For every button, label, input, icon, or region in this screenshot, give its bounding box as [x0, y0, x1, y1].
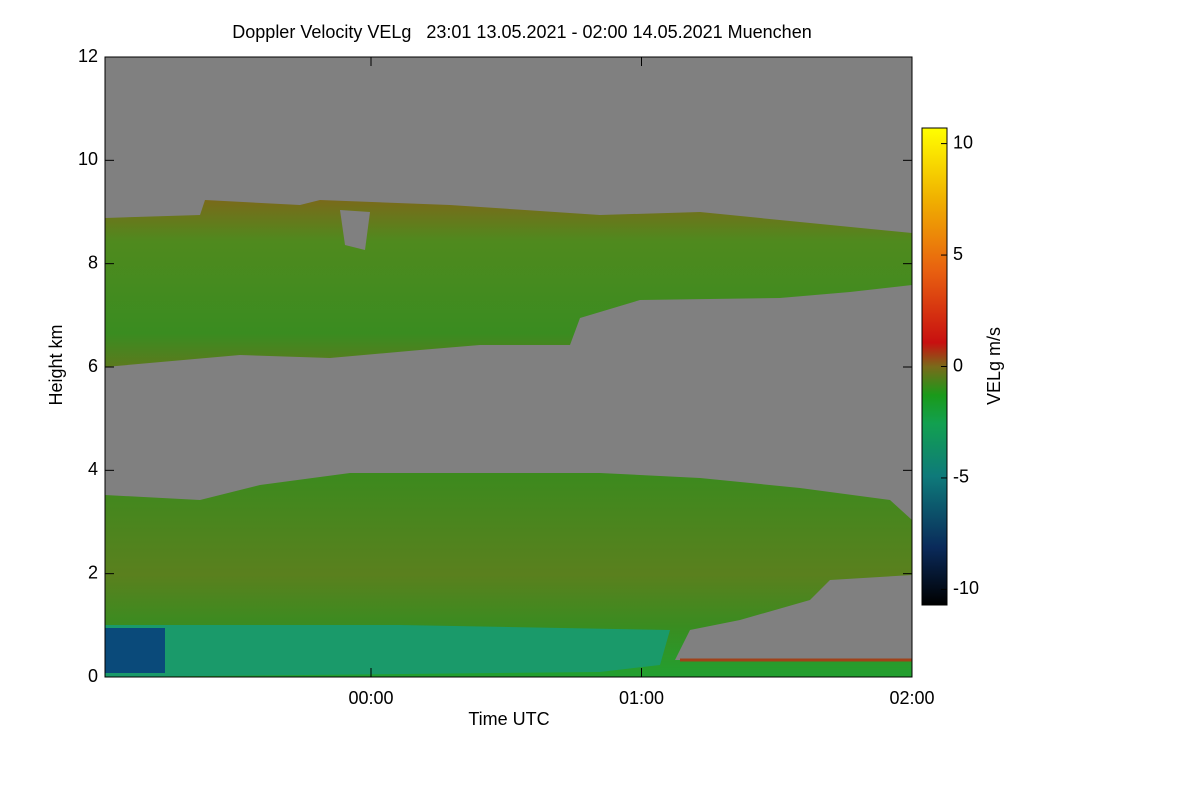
y-tick-label: 8 [88, 252, 98, 272]
y-tick-label: 2 [88, 562, 98, 582]
y-tick-label: 4 [88, 459, 98, 479]
heatmap-image [105, 57, 912, 677]
colorbar-tick-label: 0 [953, 355, 963, 375]
y-tick-label: 6 [88, 356, 98, 376]
x-tick-label: 02:00 [889, 688, 934, 708]
colorbar-tick-label: 10 [953, 132, 973, 152]
y-tick-label: 12 [78, 46, 98, 66]
colorbar-label: VELg m/s [984, 327, 1004, 405]
colorbar-tick-label: -5 [953, 467, 969, 487]
y-axis-label: Height km [46, 324, 66, 405]
colorbar-tick-label: -10 [953, 578, 979, 598]
x-tick-label: 01:00 [619, 688, 664, 708]
y-tick-label: 0 [88, 666, 98, 686]
y-tick-label: 10 [78, 149, 98, 169]
x-axis-label: Time UTC [468, 709, 549, 729]
chart-title: Doppler Velocity VELg 23:01 13.05.2021 -… [232, 22, 811, 42]
colorbar-tick-label: 5 [953, 244, 963, 264]
x-tick-label: 00:00 [348, 688, 393, 708]
